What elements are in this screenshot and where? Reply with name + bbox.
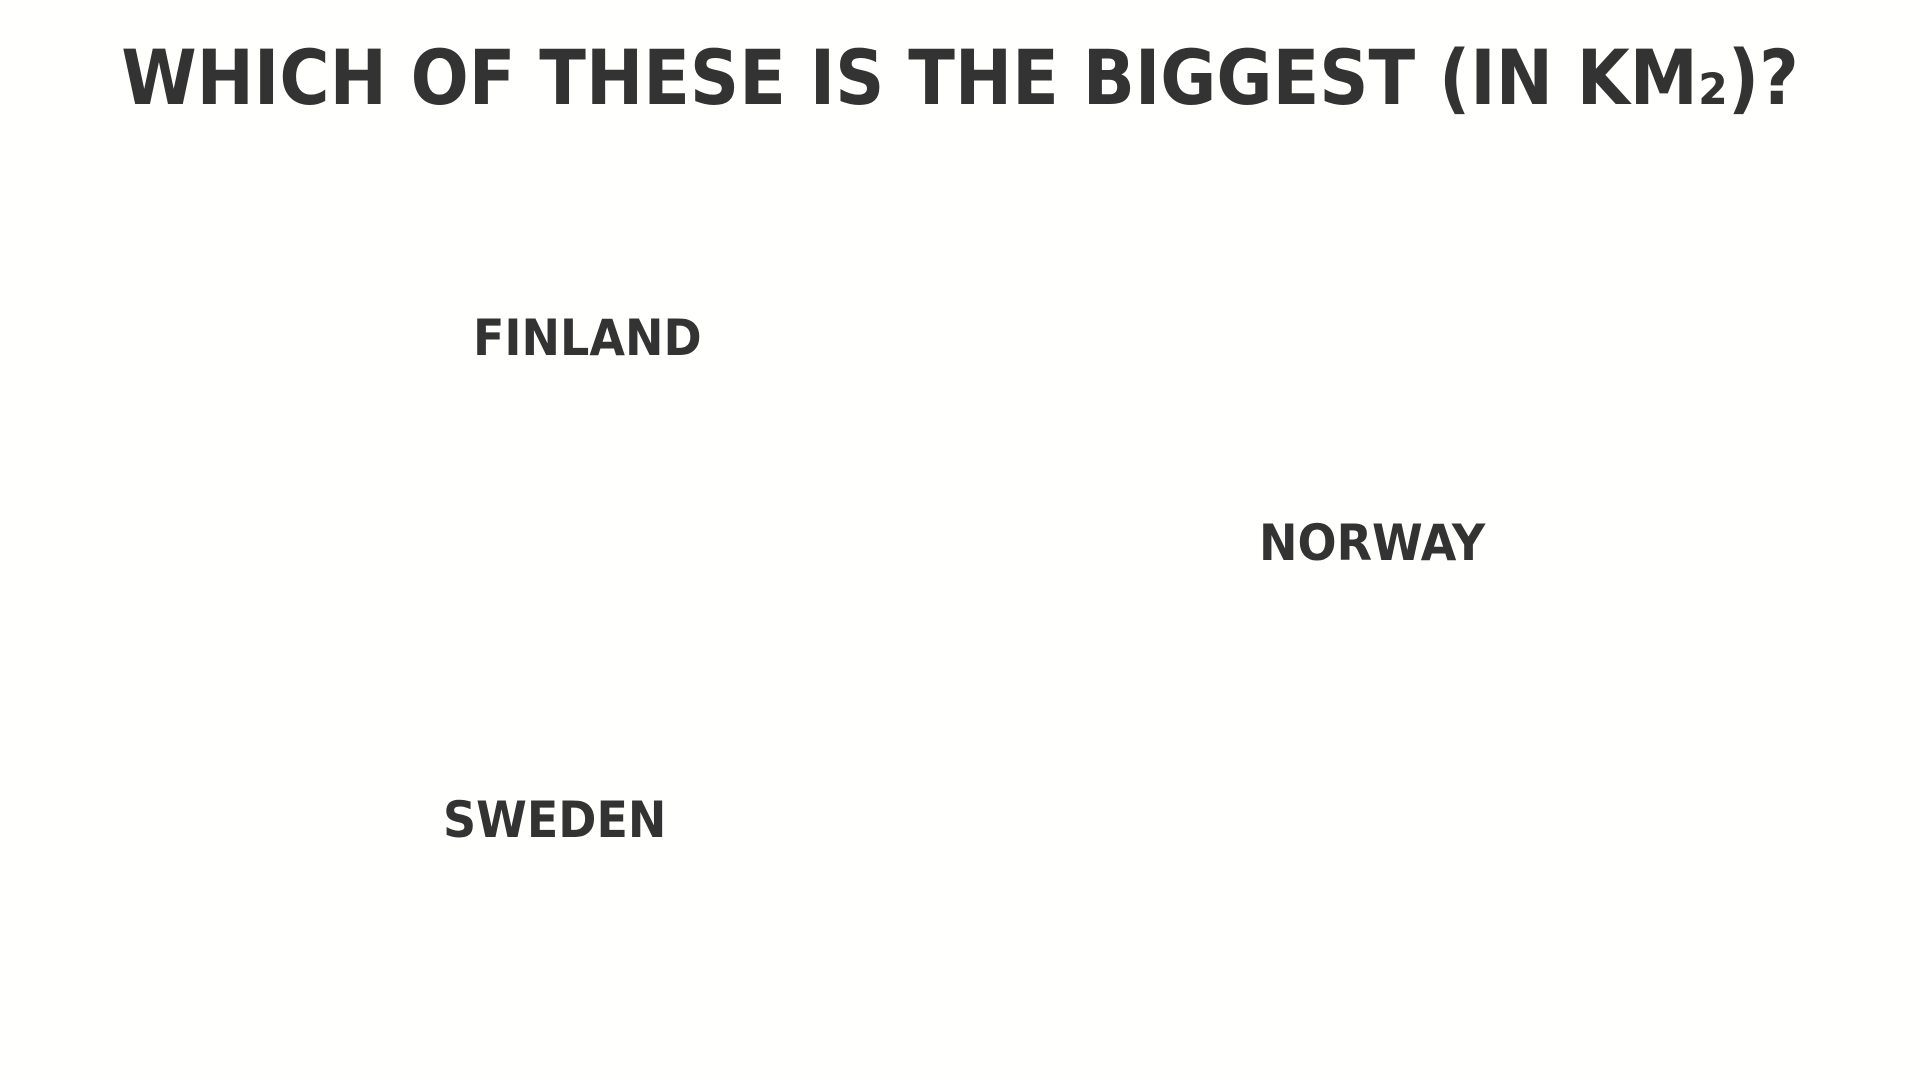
answer-option-norway[interactable]: NORWAY	[1259, 514, 1486, 572]
question-title: WHICH OF THESE IS THE BIGGEST (IN KM₂)?	[121, 33, 1799, 122]
answer-option-sweden[interactable]: SWEDEN	[443, 791, 667, 849]
answer-option-finland[interactable]: FINLAND	[473, 309, 702, 367]
